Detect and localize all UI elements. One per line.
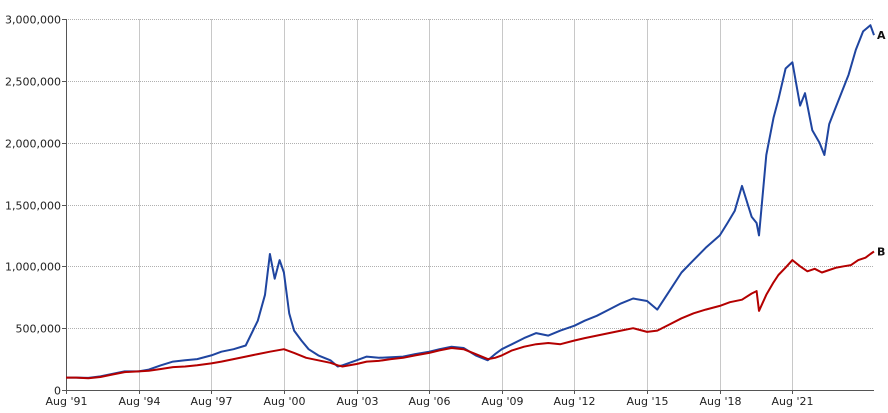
series-end-labels: AB: [877, 29, 886, 258]
y-tick-label: 3,000,000: [5, 14, 61, 27]
y-tick-label: 500,000: [16, 323, 62, 336]
series-line-b: [66, 250, 875, 380]
x-tick-label: Aug '94: [119, 395, 161, 408]
series-label-a: A: [877, 29, 886, 42]
x-tick-label: Aug '12: [554, 395, 596, 408]
y-tick-label: 2,500,000: [5, 76, 61, 89]
y-tick-label: 0: [54, 385, 61, 398]
x-axis-tick-labels: Aug '91 Aug '94 Aug '97 Aug '00 Aug '03 Aug '…: [46, 395, 814, 408]
x-tick-label: Aug '03: [337, 395, 379, 408]
y-axis-tick-labels: 0 500,000 1,000,000 1,500,000 2,000,000 2,500…: [5, 14, 61, 398]
x-tick-label: Aug '09: [482, 395, 524, 408]
y-tick-label: 1,500,000: [5, 200, 61, 213]
x-tick-label: Aug '18: [700, 395, 742, 408]
series-lines: [66, 24, 875, 380]
x-tick-label: Aug '21: [772, 395, 814, 408]
x-tick-label: Aug '97: [191, 395, 233, 408]
y-tick-label: 1,000,000: [5, 261, 61, 274]
y-tick-label: 2,000,000: [5, 138, 61, 151]
x-tick-label: Aug '91: [46, 395, 88, 408]
horizontal-gridlines: [66, 19, 874, 329]
series-label-b: B: [877, 245, 885, 258]
x-tick-label: Aug '06: [409, 395, 451, 408]
axes: [62, 19, 874, 394]
x-tick-label: Aug '15: [627, 395, 669, 408]
series-line-a: [66, 24, 875, 379]
x-tick-label: Aug '00: [264, 395, 306, 408]
